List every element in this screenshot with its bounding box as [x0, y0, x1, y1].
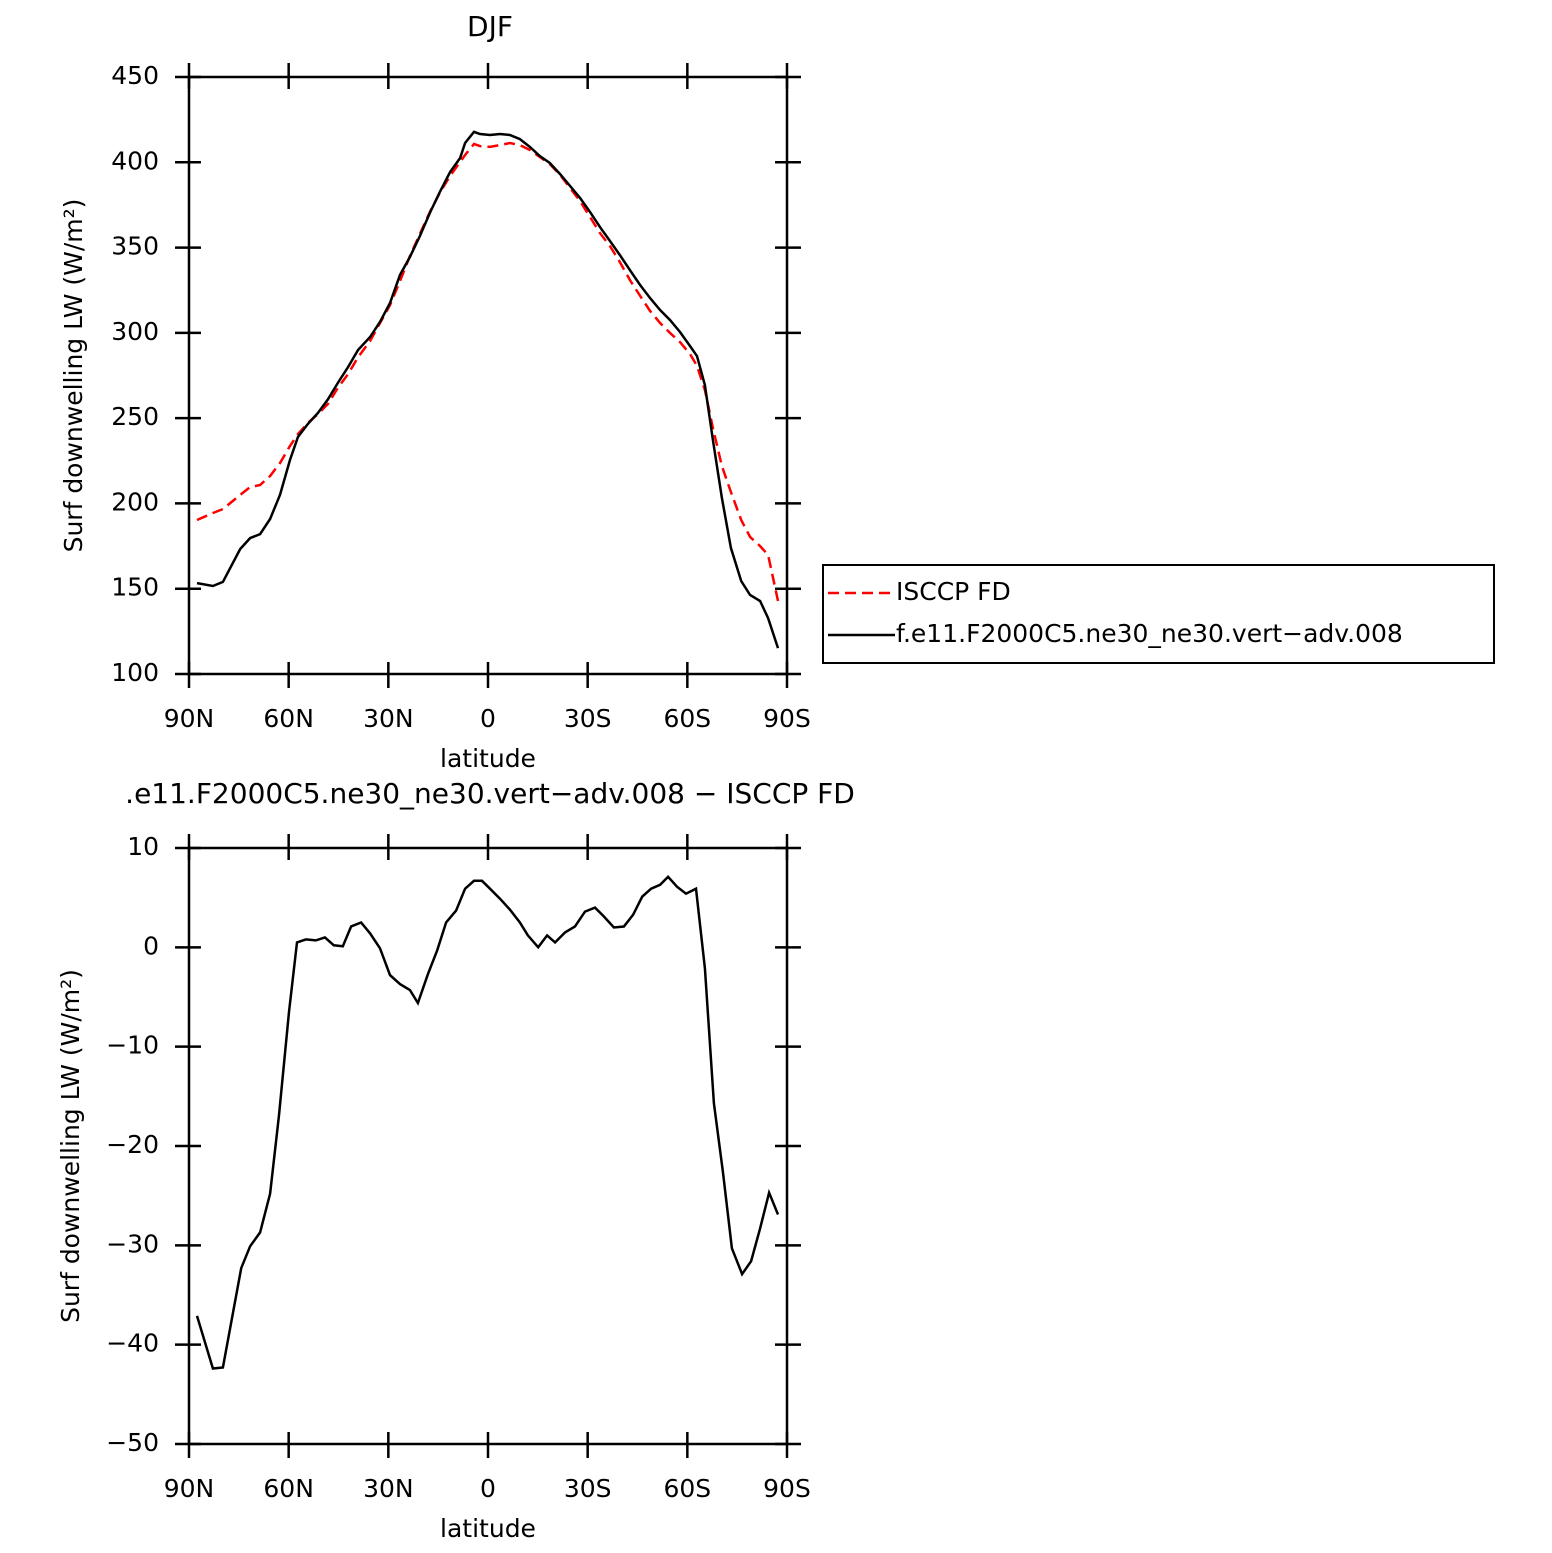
data-line: [195, 874, 780, 1370]
y-tick-label: 300: [111, 317, 159, 346]
y-tick-label: −10: [106, 1031, 159, 1060]
x-tick-label: 0: [480, 704, 496, 733]
y-tick-label: −20: [106, 1130, 159, 1159]
y-tick-label: 150: [111, 573, 159, 602]
y-axis-label: Surf downwelling LW (W/m²): [59, 199, 88, 553]
x-tick-label: 90N: [164, 1474, 215, 1503]
x-tick-label: 60S: [663, 1474, 711, 1503]
x-tick-label: 60N: [263, 704, 314, 733]
x-tick-label: 90S: [763, 1474, 811, 1503]
plot-frame: [187, 75, 789, 676]
data-line: [196, 141, 780, 602]
x-tick-label: 30N: [363, 1474, 414, 1503]
y-tick-label: 200: [111, 487, 159, 516]
y-tick-label: 250: [111, 402, 159, 431]
x-tick-label: 30N: [363, 704, 414, 733]
x-axis-label: latitude: [440, 1514, 536, 1543]
y-tick-label: 350: [111, 232, 159, 261]
legend-label: ISCCP FD: [896, 577, 1011, 606]
y-tick-label: 450: [111, 61, 159, 90]
x-tick-label: 60S: [663, 704, 711, 733]
y-tick-label: −30: [106, 1229, 159, 1258]
y-tick-label: −40: [106, 1329, 159, 1358]
x-tick-label: 90S: [763, 704, 811, 733]
x-tick-label: 30S: [564, 704, 612, 733]
plot-frame: [187, 846, 789, 1446]
y-tick-label: −50: [106, 1428, 159, 1457]
data-line: [196, 130, 780, 649]
x-tick-label: 90N: [164, 704, 215, 733]
y-tick-label: 400: [111, 146, 159, 175]
x-tick-label: 0: [480, 1474, 496, 1503]
legend-label: f.e11.F2000C5.ne30_ne30.vert−adv.008: [896, 619, 1403, 648]
y-axis-label: Surf downwelling LW (W/m²): [56, 969, 85, 1323]
x-axis-label: latitude: [440, 744, 536, 773]
y-tick-label: 10: [127, 832, 159, 861]
legend-box: [822, 564, 1495, 664]
chart-title: .e11.F2000C5.ne30_ne30.vert−adv.008 − IS…: [125, 777, 855, 810]
y-tick-label: 0: [143, 931, 159, 960]
x-tick-label: 60N: [263, 1474, 314, 1503]
chart-title: DJF: [467, 10, 513, 43]
y-tick-label: 100: [111, 658, 159, 687]
x-tick-label: 30S: [564, 1474, 612, 1503]
